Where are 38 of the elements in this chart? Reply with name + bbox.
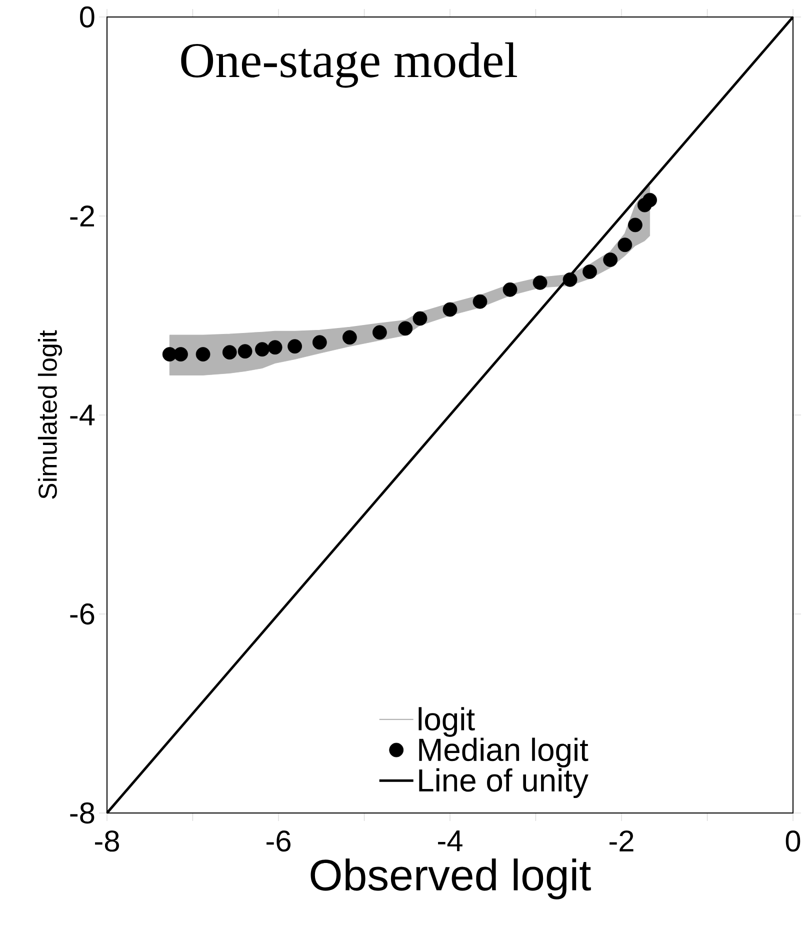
- point: [268, 340, 282, 355]
- point: [532, 275, 548, 290]
- point: [342, 330, 357, 345]
- point: [618, 238, 632, 252]
- x-tick-label: -4: [438, 830, 462, 852]
- point: [582, 264, 597, 279]
- point: [372, 325, 387, 340]
- x-axis-title: Observed logit: [310, 858, 591, 900]
- point: [472, 294, 488, 309]
- x-tick-label: -8: [95, 830, 119, 852]
- point: [628, 218, 642, 232]
- point: [442, 302, 458, 317]
- x-tick-label: -6: [266, 830, 290, 852]
- y-tick-label: -4: [70, 404, 95, 426]
- point: [502, 282, 518, 297]
- legend-label: Median logit: [419, 738, 588, 768]
- y-tick-label: -2: [70, 206, 94, 226]
- x-tick-label: 0: [786, 830, 800, 852]
- point: [603, 252, 618, 267]
- point: [196, 347, 210, 362]
- x-tick-label: -2: [610, 830, 634, 852]
- point: [398, 321, 413, 336]
- legend-label: logit: [418, 707, 475, 737]
- chart-title: One-stage model: [181, 42, 517, 88]
- y-tick-label: 0: [80, 6, 94, 28]
- point: [412, 311, 428, 326]
- y-tick-label: -8: [70, 802, 94, 824]
- y-tick-label: -6: [70, 603, 94, 625]
- point: [288, 339, 302, 354]
- legend-label: Line of unity: [419, 768, 588, 798]
- point: [312, 335, 327, 350]
- point: [642, 192, 657, 208]
- y-axis-title: Simulated logit: [38, 330, 62, 499]
- point: [222, 345, 237, 360]
- point: [255, 342, 270, 357]
- point: [562, 272, 578, 287]
- point: [238, 344, 252, 359]
- point: [174, 347, 188, 362]
